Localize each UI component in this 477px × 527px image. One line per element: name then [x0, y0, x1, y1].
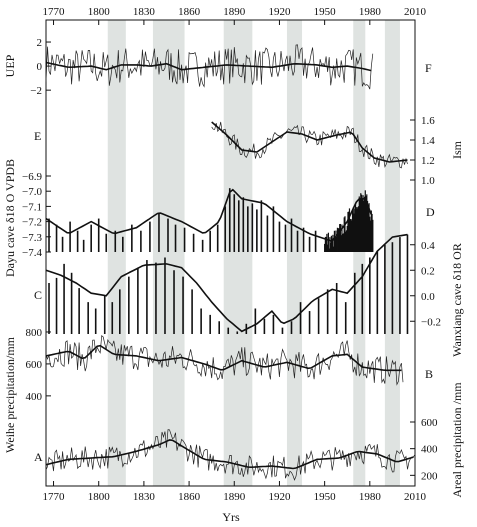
- smooth-series-line: [45, 344, 402, 372]
- shaded-period-1: [152, 20, 185, 486]
- x-top-tick-label: 1920: [268, 6, 291, 18]
- y-tick-label: 2: [37, 37, 43, 49]
- x-bottom-tick-label: 2010: [404, 491, 427, 503]
- x-top-tick-label: 1830: [133, 6, 156, 18]
- y-tick-label: −0.2: [421, 316, 441, 328]
- y-tick-label: 400: [421, 444, 438, 456]
- x-top-tick-label: 1770: [43, 6, 66, 18]
- panel-letter: E: [34, 129, 41, 143]
- x-axis-bottom: 1770 1800 1830 1860 1890 1920 1950 1980 2010: [43, 481, 427, 503]
- y-axis-label: Dayu cave δ18 O VPDB: [3, 159, 17, 277]
- y-axis-label: UEP: [3, 54, 17, 77]
- panel-letter: A: [34, 450, 43, 464]
- shaded-period-4: [353, 20, 366, 486]
- panel-F: −2 0 2 F UEP: [3, 37, 432, 97]
- y-tick-label: 0.4: [421, 240, 435, 252]
- raw-series-line: [211, 121, 408, 169]
- smooth-series-line: [211, 121, 408, 163]
- panel-C: −0.2 0.0 0.2 0.4 C Wanxiang cave δ18 OR: [34, 233, 464, 357]
- smooth-series-line: [45, 188, 373, 243]
- x-bottom-tick-label: 1890: [223, 491, 246, 503]
- y-tick-label: 1.4: [421, 135, 435, 147]
- y-tick-label: −7.3: [22, 232, 42, 244]
- x-bottom-tick-label: 1770: [43, 491, 66, 503]
- y-tick-label: 200: [421, 470, 438, 482]
- y-tick-label: −6.9: [22, 171, 42, 183]
- raw-series-line: [45, 44, 374, 90]
- y-tick-label: −7.4: [22, 247, 42, 259]
- panel-B: 400 600 800 B Weihe precipitation/mm: [3, 327, 433, 453]
- panel-letter: D: [426, 205, 435, 219]
- y-tick-label: 1.6: [421, 115, 435, 127]
- panel-D: −6.9 −7.0 −7.1 −7.2 −7.3 −7.4 D Dayu cave δ18 O…: [3, 159, 435, 277]
- panel-letter: F: [425, 61, 432, 75]
- y-tick-label: 800: [26, 327, 43, 339]
- x-top-tick-label: 1860: [178, 6, 201, 18]
- y-tick-label: 0: [37, 61, 43, 73]
- panel-A: 200 400 600 A Areal precipitation /mm: [34, 382, 464, 498]
- shaded-periods: [107, 20, 400, 486]
- y-tick-label: −2: [30, 85, 42, 97]
- y-tick-label: 0.2: [421, 265, 435, 277]
- smooth-series-line: [45, 61, 372, 72]
- panel-letter: C: [34, 288, 42, 302]
- x-bottom-tick-label: 1800: [88, 491, 111, 503]
- shaded-period-0: [107, 20, 126, 486]
- raw-series-line: [45, 334, 404, 386]
- plot-frame: [45, 19, 416, 487]
- y-tick-label: −7.0: [22, 186, 42, 198]
- shaded-period-2: [223, 20, 253, 486]
- y-axis-label: Weihe precipitation/mm: [3, 336, 17, 453]
- y-tick-label: 0.0: [421, 291, 435, 303]
- smooth-series-line: [45, 439, 414, 470]
- x-top-tick-label: 2010: [404, 6, 427, 18]
- x-bottom-tick-label: 1980: [359, 491, 382, 503]
- x-bottom-tick-label: 1860: [178, 491, 201, 503]
- y-axis-label: Wanxiang cave δ18 OR: [450, 243, 464, 357]
- y-tick-label: 600: [26, 359, 43, 371]
- panel-letter: B: [425, 367, 433, 381]
- x-top-tick-label: 1980: [359, 6, 382, 18]
- panel-E: 1.0 1.2 1.4 1.6 E Ism: [34, 115, 464, 187]
- y-tick-label: −7.1: [22, 201, 42, 213]
- x-bottom-tick-label: 1830: [133, 491, 156, 503]
- smooth-series-line: [45, 233, 408, 333]
- x-bottom-tick-label: 1950: [314, 491, 337, 503]
- panels: −2 0 2 F UEP 1.0 1.2 1.4 1.6 E Ism −6.9 −7.0 −7.1 −7.2…: [3, 37, 464, 498]
- y-tick-label: −7.2: [22, 217, 42, 229]
- x-top-tick-label: 1800: [88, 6, 111, 18]
- x-axis-label: Yrs: [222, 510, 240, 524]
- x-top-tick-label: 1890: [223, 6, 246, 18]
- shaded-period-3: [286, 20, 303, 486]
- y-tick-label: 600: [421, 417, 438, 429]
- y-tick-label: 1.0: [421, 175, 435, 187]
- y-tick-label: 1.2: [421, 155, 435, 167]
- x-top-tick-label: 1950: [314, 6, 337, 18]
- y-axis-label: Areal precipitation /mm: [450, 382, 464, 498]
- x-bottom-tick-label: 1920: [268, 491, 291, 503]
- y-axis-label: Ism: [450, 140, 464, 159]
- x-axis-top: 1770 1800 1830 1860 1890 1920 1950 1980 2010: [43, 6, 427, 25]
- y-tick-label: 400: [26, 391, 43, 403]
